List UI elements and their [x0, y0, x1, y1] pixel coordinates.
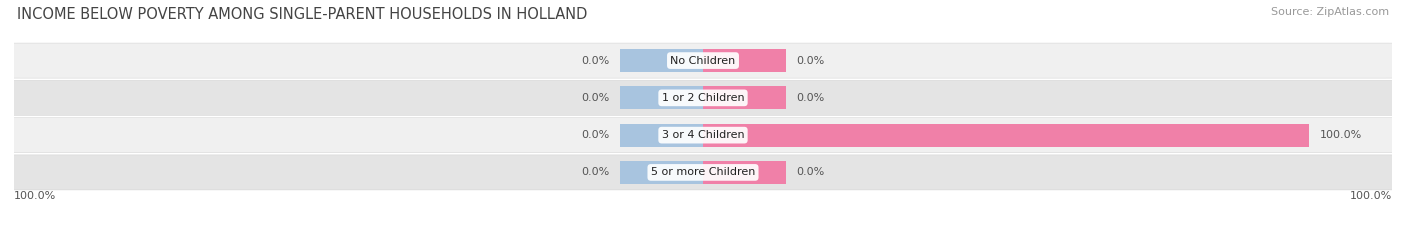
Text: 100.0%: 100.0% [1320, 130, 1362, 140]
Text: 0.0%: 0.0% [581, 130, 609, 140]
Text: 0.0%: 0.0% [581, 168, 609, 177]
Text: 0.0%: 0.0% [797, 168, 825, 177]
FancyBboxPatch shape [0, 155, 1406, 190]
Bar [620, 86, 703, 110]
FancyBboxPatch shape [0, 118, 1406, 153]
Bar [620, 49, 703, 72]
Text: Source: ZipAtlas.com: Source: ZipAtlas.com [1271, 7, 1389, 17]
Text: 5 or more Children: 5 or more Children [651, 168, 755, 177]
Text: 100.0%: 100.0% [14, 191, 56, 201]
FancyBboxPatch shape [0, 43, 1406, 78]
Bar [703, 86, 786, 110]
Text: INCOME BELOW POVERTY AMONG SINGLE-PARENT HOUSEHOLDS IN HOLLAND: INCOME BELOW POVERTY AMONG SINGLE-PARENT… [17, 7, 588, 22]
Text: 0.0%: 0.0% [581, 56, 609, 65]
Text: 3 or 4 Children: 3 or 4 Children [662, 130, 744, 140]
Text: No Children: No Children [671, 56, 735, 65]
Text: 1 or 2 Children: 1 or 2 Children [662, 93, 744, 103]
Bar [703, 123, 1309, 147]
Bar [703, 161, 786, 184]
Text: 100.0%: 100.0% [1350, 191, 1392, 201]
Text: 0.0%: 0.0% [581, 93, 609, 103]
Text: 0.0%: 0.0% [797, 93, 825, 103]
FancyBboxPatch shape [0, 80, 1406, 115]
Bar [620, 123, 703, 147]
Bar [620, 161, 703, 184]
Bar [703, 49, 786, 72]
Text: 0.0%: 0.0% [797, 56, 825, 65]
